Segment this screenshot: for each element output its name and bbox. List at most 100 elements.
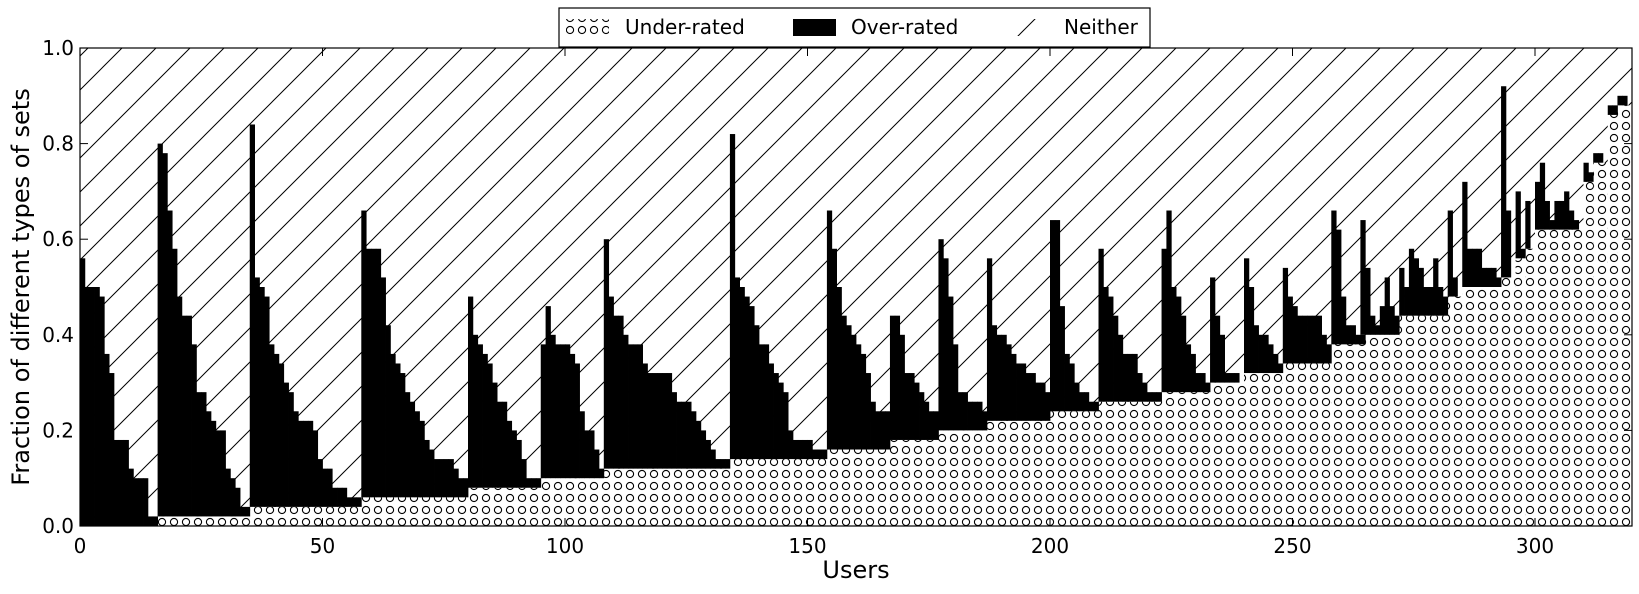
over-rated-bar (1069, 363, 1075, 412)
over-rated-bar (521, 459, 527, 488)
plot-frame (79, 47, 1633, 527)
over-rated-bar (1515, 191, 1521, 259)
under-rated-segment (1462, 287, 1502, 526)
over-rated-bar (501, 401, 508, 488)
over-rated-bar (613, 315, 619, 469)
over-rated-bar (477, 344, 483, 488)
over-rated-bar (1588, 172, 1594, 182)
over-rated-bar (1035, 382, 1041, 421)
over-rated-bar (778, 382, 784, 460)
over-rated-bar (332, 487, 338, 507)
over-rated-bar (1341, 296, 1347, 345)
over-rated-bar (725, 459, 731, 469)
over-rated-bar (487, 363, 493, 488)
under-rated-series (157, 105, 1632, 527)
over-rated-bar (1549, 220, 1555, 230)
over-rated-bar (201, 392, 207, 517)
over-rated-bar (889, 315, 896, 440)
over-rated-bar (1210, 277, 1216, 383)
over-rated-bar (404, 392, 411, 498)
over-rated-bar (642, 363, 648, 469)
over-rated-bar (172, 248, 178, 517)
over-rated-bar (366, 248, 372, 498)
y-tick-label: 0.0 (42, 514, 74, 538)
over-rated-bar (511, 430, 517, 488)
plot-area (79, 47, 1633, 527)
over-rated-bar (695, 420, 702, 469)
over-rated-bar (759, 344, 765, 460)
over-rated-bar (637, 344, 643, 469)
over-rated-bar (1195, 373, 1201, 393)
over-rated-bar (1263, 334, 1269, 374)
over-rated-bar (322, 468, 328, 507)
over-rated-bar (788, 430, 794, 460)
over-rated-bar (1564, 191, 1570, 230)
over-rated-bar (143, 478, 149, 526)
over-rated-bar (1321, 334, 1327, 364)
over-rated-bar (312, 430, 319, 507)
over-rated-bar (1345, 325, 1352, 345)
y-tick-label: 0.6 (42, 227, 74, 251)
x-axis-title: Users (822, 556, 889, 584)
under-rated-segment (249, 506, 362, 526)
over-rated-bar (812, 449, 818, 460)
over-rated-bar (157, 143, 163, 517)
x-tick-label: 300 (1516, 534, 1554, 558)
over-rated-bar (1132, 353, 1138, 402)
over-rated-bar (991, 325, 998, 421)
over-rated-bar (84, 287, 91, 526)
over-rated-bar (603, 239, 610, 469)
over-rated-bar (1098, 248, 1104, 402)
over-rated-bar (356, 497, 362, 507)
over-rated-bar (1117, 334, 1124, 402)
over-rated-bar (817, 449, 823, 460)
under-rated-segment (1331, 344, 1361, 526)
over-rated-bar (1505, 210, 1512, 278)
over-rated-bar (1156, 392, 1162, 402)
over-rated-bar (181, 315, 188, 517)
over-rated-bar (1573, 220, 1580, 230)
over-rated-bar (957, 392, 964, 431)
under-rated-segment (889, 439, 939, 526)
over-rated-bar (1151, 392, 1158, 402)
over-rated-bar (526, 478, 532, 488)
over-rated-bar (128, 468, 134, 526)
over-rated-bar (1501, 86, 1507, 278)
over-rated-bar (429, 449, 435, 498)
over-rated-bar (1311, 315, 1318, 364)
over-rated-bar (1258, 334, 1264, 374)
over-rated-bar (894, 315, 901, 440)
over-rated-bar (1593, 153, 1599, 163)
legend-frame (558, 7, 1151, 48)
over-rated-bar (531, 478, 537, 488)
legend-swatch-over-rated (793, 19, 836, 36)
legend-label-under-rated: Under-rated (625, 15, 745, 39)
over-rated-bar (977, 401, 983, 431)
legend-label-neither: Neither (1064, 15, 1139, 39)
over-rated-bar (686, 401, 692, 469)
over-rated-bar (1302, 315, 1308, 364)
over-rated-bar (1030, 373, 1036, 421)
over-rated-bar (375, 248, 382, 498)
over-rated-bar (1229, 373, 1235, 383)
over-rated-bar (632, 344, 639, 469)
over-rated-bar (972, 401, 978, 431)
under-rated-segment (1399, 315, 1448, 526)
over-rated-bar (1253, 325, 1259, 374)
over-rated-bar (691, 411, 697, 469)
over-rated-bar (109, 373, 115, 526)
over-rated-bar (390, 353, 396, 498)
over-rated-bar (1277, 363, 1284, 374)
legend-swatch-neither (1005, 19, 1048, 36)
over-rated-bar (1282, 267, 1289, 364)
over-rated-bar (506, 420, 513, 488)
over-rated-bar (1622, 95, 1628, 106)
over-rated-bar (458, 478, 464, 498)
over-rated-bar (1006, 344, 1012, 421)
over-rated-bar (497, 401, 503, 488)
over-rated-bar (1350, 325, 1356, 345)
over-rated-bar (307, 420, 314, 507)
over-rated-bar (1103, 287, 1109, 402)
over-rated-bar (822, 449, 828, 460)
